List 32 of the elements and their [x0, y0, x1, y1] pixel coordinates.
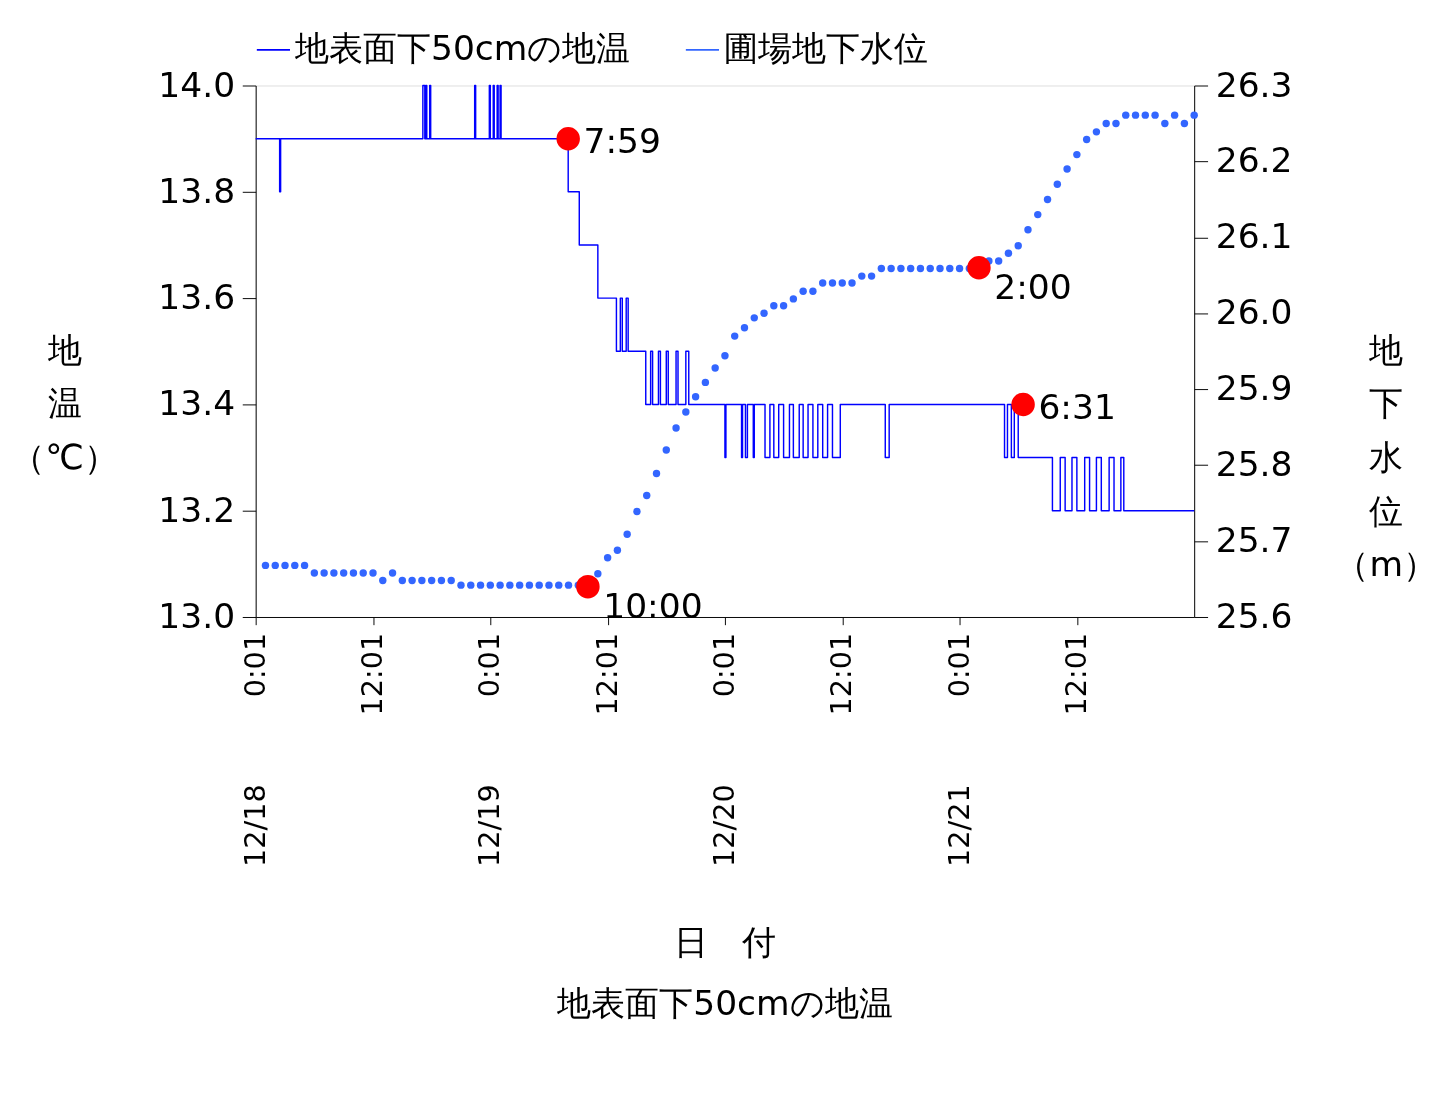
x-tick-label: 12/19 0:01 — [472, 632, 507, 868]
y2-tick-label: 25.6 — [1215, 596, 1293, 637]
y-tick-label: 13.0 — [158, 596, 236, 637]
y2-tick-label: 25.7 — [1215, 520, 1293, 561]
y-tick-label: 13.8 — [158, 170, 236, 211]
y-tick-label: 13.2 — [158, 489, 236, 530]
x-tick-label: 12:01 — [824, 632, 859, 716]
y2-tick-label: 26.2 — [1215, 140, 1293, 181]
y2-tick-label: 26.0 — [1215, 292, 1293, 333]
x-tick-label: 12/18 0:01 — [237, 632, 272, 868]
annotation: 6:31 — [1038, 386, 1116, 427]
y-tick-label: 13.4 — [158, 383, 236, 424]
y-tick-label: 13.6 — [158, 277, 236, 318]
x-tick-label: 12/21 0:01 — [941, 632, 976, 868]
y-tick-label: 14.0 — [158, 64, 236, 105]
y2-axis-title: 地下水位（m） — [1335, 329, 1437, 585]
annotation: 10:00 — [603, 586, 703, 627]
annotation: 7:59 — [583, 121, 661, 162]
text: 地表面下50cmの地温 — [556, 983, 893, 1024]
annotation: 2:00 — [994, 267, 1072, 308]
legend-label: 地表面下50cmの地温 — [293, 28, 631, 69]
x-tick-label: 12:01 — [589, 632, 624, 716]
x-axis-title: 日 付 — [674, 921, 777, 962]
x-tick-label: 12:01 — [355, 632, 390, 716]
y-axis-title: 地温（℃） — [11, 329, 118, 478]
y2-tick-label: 25.8 — [1215, 444, 1293, 485]
x-tick-label: 12:01 — [1058, 632, 1093, 716]
y2-tick-label: 26.3 — [1215, 64, 1293, 105]
x-tick-label: 12/20 0:01 — [707, 632, 742, 868]
y2-tick-label: 25.9 — [1215, 368, 1293, 409]
y2-tick-label: 26.1 — [1215, 216, 1293, 257]
legend-label: 圃場地下水位 — [723, 28, 928, 69]
